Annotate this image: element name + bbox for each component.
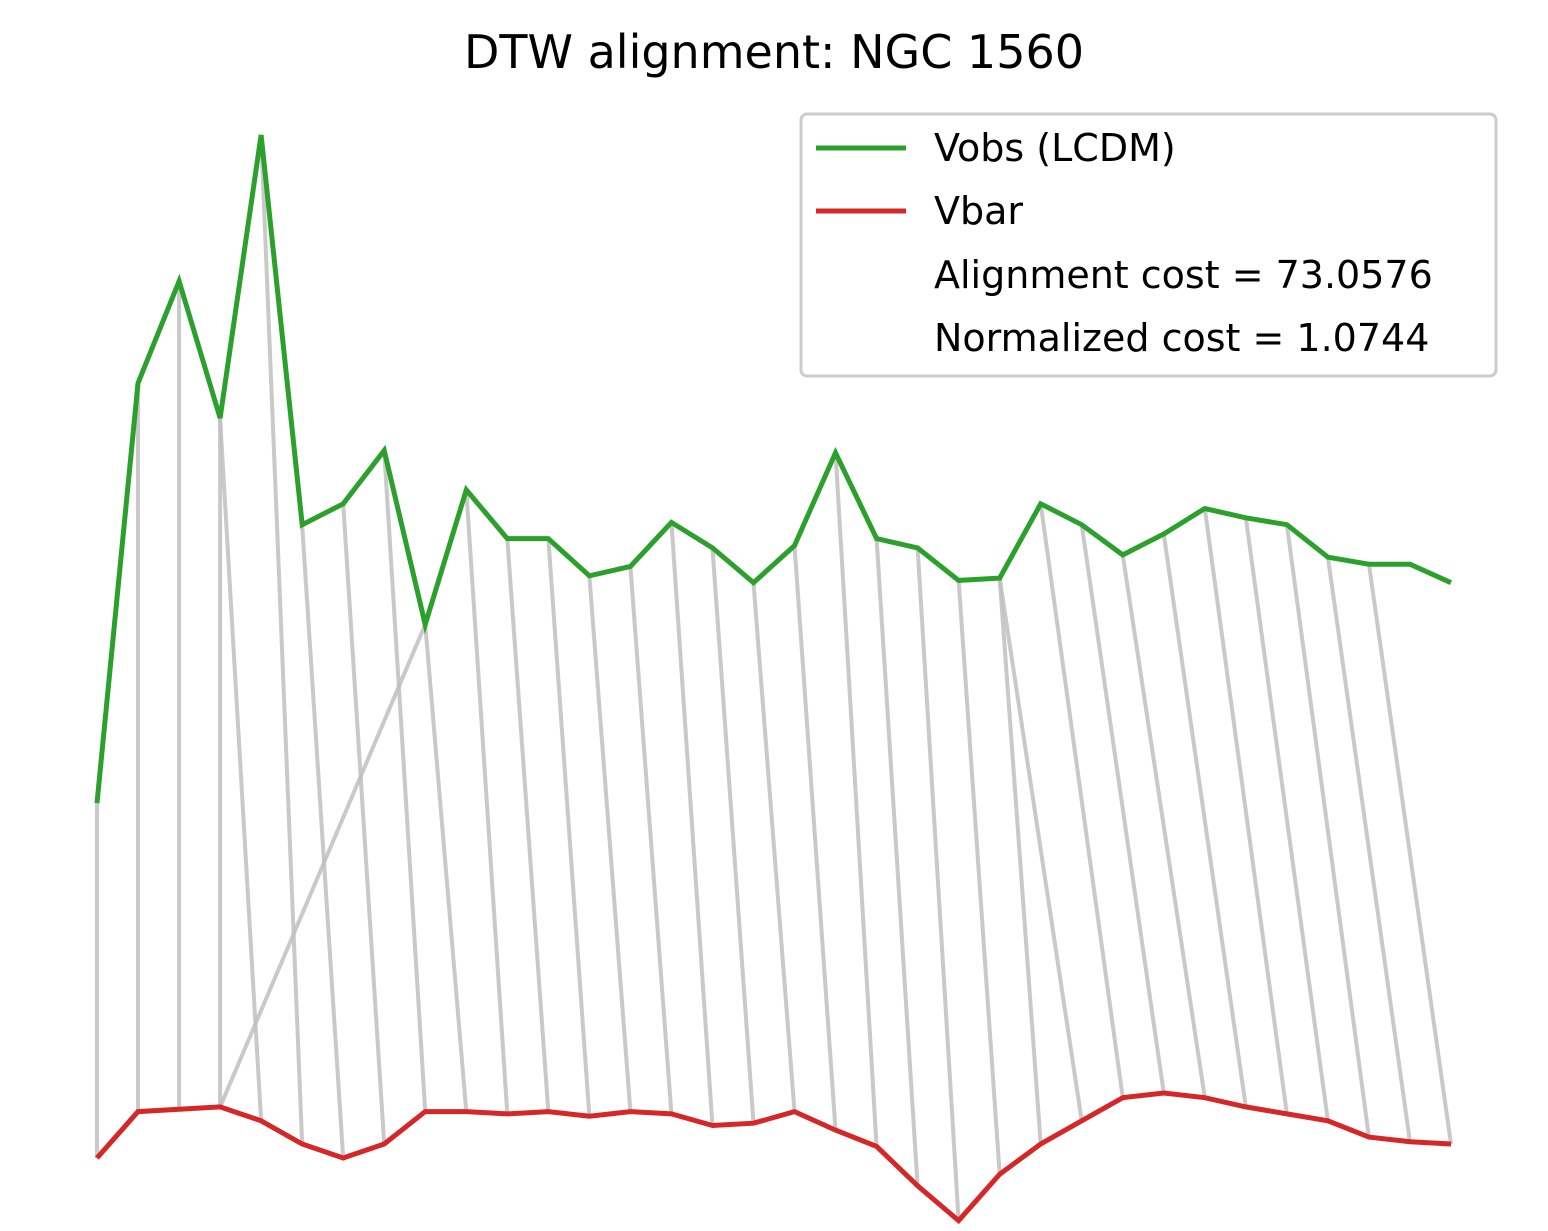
alignment-connector (751, 582, 797, 1112)
alignment-connector (546, 538, 592, 1117)
alignment-connector (1366, 563, 1453, 1145)
legend-label-vbar: Vbar (934, 189, 1023, 233)
alignment-connectors (95, 134, 1453, 1221)
alignment-connector (1120, 554, 1207, 1098)
alignment-connector (464, 489, 510, 1115)
alignment-connector (1325, 556, 1412, 1142)
alignment-connector (1202, 508, 1289, 1115)
alignment-connector (956, 580, 1002, 1175)
alignment-connector (792, 545, 838, 1131)
legend-box (799, 112, 1498, 378)
alignment-connector (833, 452, 879, 1147)
series-line-vbar (95, 1090, 1452, 1225)
legend-label-vobs: Vobs (LCDM) (934, 126, 1176, 170)
alignment-connector (259, 134, 305, 1145)
alignment-connector (423, 624, 469, 1112)
alignment-connector (505, 538, 551, 1112)
alignment-connector (874, 538, 920, 1186)
alignment-connector (997, 577, 1084, 1122)
alignment-connector (1284, 524, 1371, 1138)
alignment-connector (218, 417, 264, 1121)
alignment-connector (587, 575, 633, 1112)
series-layer (94, 134, 1453, 1225)
alignment-connector (1161, 533, 1248, 1108)
alignment-connector (669, 522, 715, 1126)
alignment-connector (1243, 517, 1330, 1122)
legend-alignment-cost: Alignment cost = 73.0576 (934, 253, 1433, 297)
alignment-connector (915, 547, 961, 1221)
alignment-connector (1079, 524, 1166, 1094)
legend: Vobs (LCDM) Vbar Alignment cost = 73.057… (799, 112, 1498, 378)
alignment-connector (710, 547, 756, 1124)
alignment-connector (997, 577, 1043, 1145)
legend-normalized-cost: Normalized cost = 1.0744 (934, 316, 1429, 360)
chart-title: DTW alignment: NGC 1560 (464, 25, 1084, 79)
alignment-connector (628, 566, 674, 1115)
alignment-connector (300, 524, 346, 1159)
alignment-connector (382, 450, 428, 1112)
series-line-vobs (94, 134, 1453, 804)
alignment-connector (218, 623, 428, 1108)
alignment-connector (1038, 503, 1125, 1098)
alignment-connector (341, 503, 387, 1145)
